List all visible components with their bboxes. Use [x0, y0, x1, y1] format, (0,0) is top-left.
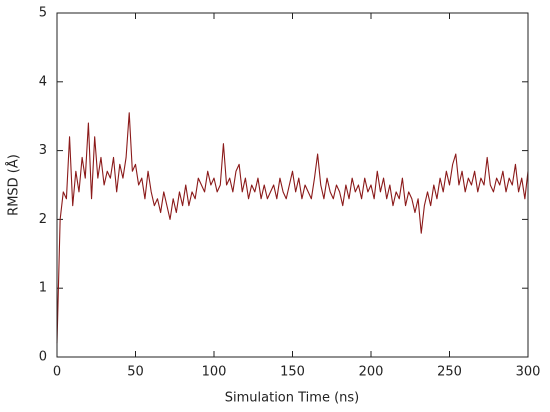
- y-tick-label: 2: [39, 212, 47, 227]
- line-series: [56, 112, 529, 344]
- y-axis-label: RMSD (Å): [6, 154, 22, 216]
- x-tick-label: 100: [202, 365, 227, 380]
- x-tick-label: 50: [127, 365, 144, 380]
- y-tick-label: 3: [39, 143, 47, 158]
- x-tick-label: 0: [53, 365, 61, 380]
- y-tick-label: 1: [39, 281, 47, 296]
- y-tick-label: 4: [39, 74, 47, 89]
- x-tick-label: 300: [516, 365, 541, 380]
- y-tick-label: 5: [39, 6, 47, 21]
- plot-frame: [56, 12, 529, 358]
- x-tick-label: 250: [437, 365, 462, 380]
- x-axis-label: Simulation Time (ns): [225, 391, 359, 406]
- y-tick-label: 0: [39, 350, 47, 365]
- x-tick-label: 200: [359, 365, 384, 380]
- x-tick-label: 150: [280, 365, 305, 380]
